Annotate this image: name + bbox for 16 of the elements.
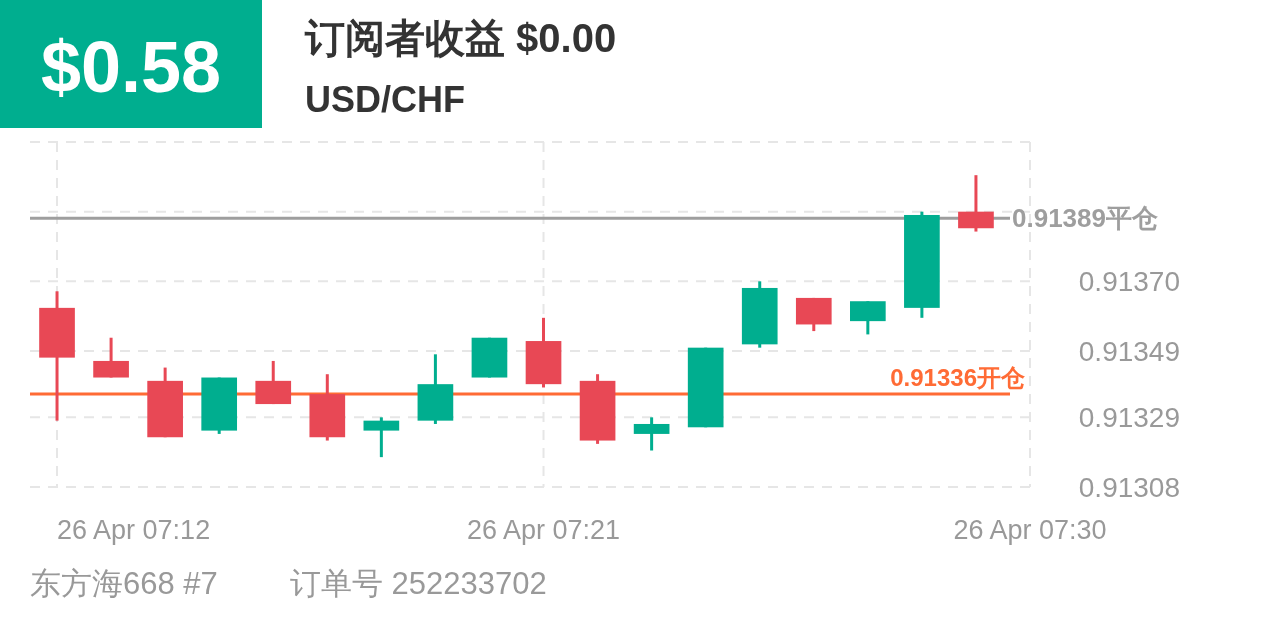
text: $0.58 [40, 27, 222, 107]
y-tick-label: 0.91329 [1078, 402, 1180, 434]
y-tick-label: 0.91349 [1078, 335, 1180, 367]
x-tick-label: 26 Apr 07:21 [466, 515, 621, 545]
candlestick [633, 417, 670, 451]
text: 东方海668 #7 [30, 566, 218, 601]
chart-title: 订阅者收益 $0.00 [304, 16, 617, 60]
y-tick-label: 0.91370 [1078, 266, 1180, 298]
chart-subtitle: USD/CHF [305, 79, 465, 120]
y-tick-label: 0.91308 [1078, 472, 1180, 503]
x-tick-label: 26 Apr 07:12 [57, 515, 211, 545]
ref-line-label: 0.91389平仓 [1012, 203, 1158, 234]
x-tick-label: 26 Apr 07:30 [953, 515, 1107, 545]
candlestick [363, 417, 400, 459]
ref-line-label: 0.91336开仓 [890, 364, 1026, 392]
text: 订单号 252233702 [290, 566, 547, 601]
